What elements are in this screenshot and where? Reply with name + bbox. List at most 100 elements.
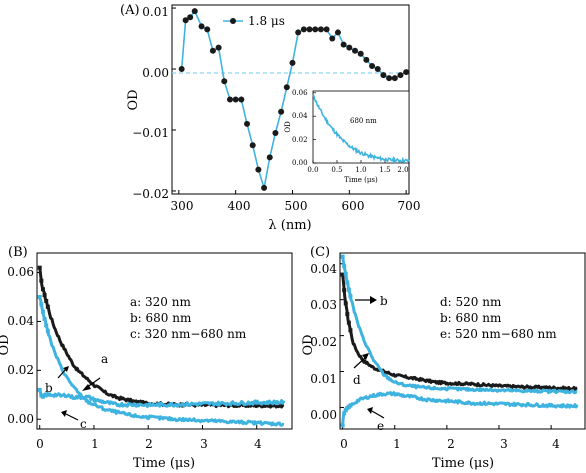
- panel-b-legend-line-b: b: 680 nm: [130, 311, 192, 325]
- panel-a: (A) 0.01 0.00 −0.01 −0.02 300 400 500 60…: [120, 3, 420, 233]
- panel-a-ylabel: OD: [126, 89, 141, 110]
- panel-a-xtick-3: 600: [342, 199, 365, 213]
- panel-c-ylabel: OD: [301, 334, 316, 355]
- panel-a-ytick-1: 0.00: [142, 66, 169, 80]
- series-marker-e: [342, 411, 347, 416]
- panel-b-ylabel: OD: [0, 334, 12, 355]
- panel-a-point: [329, 35, 336, 42]
- panel-b-arrowhead-b: [63, 366, 69, 372]
- panel-a-point: [397, 72, 404, 79]
- panel-b-legend-line-c: c: 320 nm−680 nm: [130, 327, 247, 341]
- series-marker-b: [39, 302, 44, 307]
- panel-a-point: [278, 108, 285, 115]
- series-marker-b: [42, 317, 47, 321]
- inset-xtick-label: 0.0: [307, 166, 318, 174]
- panel-b-label: (B): [8, 245, 28, 260]
- panel-c-arrowhead-e: [367, 407, 373, 414]
- panel-b-arrow-b: [57, 368, 67, 379]
- series-marker-a: [39, 278, 44, 283]
- panel-a-point: [244, 120, 251, 127]
- panel-b-xtick-0: 0: [36, 437, 44, 451]
- panel-b-annotation-a: a: [101, 352, 108, 366]
- series-marker-d: [343, 301, 348, 306]
- panel-a-point: [221, 78, 228, 85]
- panel-c-xtick-0: 0: [340, 437, 348, 451]
- panel-a-point: [198, 23, 205, 30]
- panel-a-point: [215, 44, 222, 51]
- inset-annotation: 680 nm: [350, 117, 377, 125]
- panel-a-point: [346, 44, 353, 51]
- panel-a-point: [272, 130, 279, 137]
- series-marker-a: [40, 287, 45, 292]
- inset-xlabel: Time (μs): [344, 176, 378, 184]
- panel-b: (B) 0.06 0.04 0.02 0.00 0 1 2 3 4 Time (…: [0, 245, 293, 471]
- panel-c-ytick-3: 0.03: [310, 298, 337, 312]
- panel-a-legend: 1.8 μs: [223, 14, 285, 28]
- panel-a-point: [289, 59, 296, 66]
- series-line-b: [341, 256, 578, 395]
- series-marker-a: [45, 304, 50, 309]
- panel-c-legend-line-d: d: 520 nm: [440, 295, 502, 309]
- panel-a-xtick-2: 500: [285, 199, 308, 213]
- panel-b-annotations: a b c: [45, 352, 108, 431]
- panel-a-point: [403, 69, 410, 76]
- panel-c-arrowhead-d: [362, 353, 369, 360]
- panel-b-ticks: [37, 272, 258, 429]
- series-marker-e: [348, 403, 353, 408]
- panel-a-point: [352, 47, 359, 54]
- panel-c-legend-line-e: e: 520 nm−680 nm: [440, 327, 557, 341]
- panel-c-ytick-4: 0.04: [310, 262, 337, 276]
- panel-a-ytick-2: −0.01: [132, 126, 169, 140]
- series-marker-a: [42, 293, 47, 298]
- series-marker-b: [340, 254, 345, 259]
- panel-c-arrow-e: [371, 410, 385, 419]
- series-marker-a: [44, 298, 49, 303]
- inset-frame: [312, 90, 410, 164]
- series-marker-b: [44, 323, 49, 328]
- panel-a-point: [317, 26, 324, 33]
- panel-b-legend-line-a: a: 320 nm: [130, 295, 191, 309]
- series-marker-d: [348, 328, 353, 333]
- panel-b-ytick-1: 0.02: [7, 363, 34, 377]
- panel-a-point: [357, 50, 364, 57]
- panel-c-label: (C): [310, 245, 330, 260]
- panel-a-point: [191, 8, 198, 15]
- panel-b-ytick-0: 0.00: [7, 412, 34, 426]
- panel-a-point: [363, 56, 370, 63]
- panel-b-arrow-c: [65, 413, 79, 421]
- series-marker-d: [340, 272, 345, 277]
- panel-a-point: [232, 96, 239, 103]
- panel-c-frame: [339, 252, 586, 430]
- panel-c-annotation-e: e: [377, 419, 384, 433]
- panel-b-annotation-c: c: [80, 417, 87, 431]
- panel-b-xtick-3: 3: [200, 437, 208, 451]
- inset-xtick-label: 1.0: [355, 166, 366, 174]
- panel-b-annotation-b: b: [45, 381, 53, 395]
- series-line-e: [341, 391, 579, 425]
- panel-a-point: [283, 84, 290, 91]
- panel-a-xtick-0: 300: [171, 199, 194, 213]
- panel-a-point: [255, 166, 262, 173]
- panel-a-point: [238, 96, 245, 103]
- panel-a-point: [306, 26, 313, 33]
- panel-a-xlabel: λ (nm): [268, 218, 311, 233]
- panel-a-xtick-4: 700: [398, 199, 421, 213]
- series-marker-d: [346, 320, 351, 325]
- series-marker-b: [37, 295, 42, 299]
- panel-a-point: [374, 66, 381, 73]
- panel-a-point: [323, 26, 330, 33]
- inset-series: [312, 92, 410, 165]
- panel-b-series: [37, 265, 286, 427]
- panel-a-series: [178, 8, 410, 191]
- series-marker-b: [40, 309, 45, 314]
- inset-ytick-label: 0.00: [292, 159, 308, 167]
- panel-b-xlabel: Time (μs): [133, 456, 195, 471]
- panel-a-point: [386, 75, 393, 82]
- series-marker-c: [37, 387, 42, 392]
- panel-a-point: [334, 29, 341, 36]
- inset-xtick-label: 0.5: [331, 166, 342, 174]
- inset-ytick-label: 0.06: [292, 89, 308, 97]
- panel-b-ytick-2: 0.04: [7, 314, 34, 328]
- panel-a-label: (A): [120, 3, 140, 18]
- panel-a-point: [226, 96, 233, 103]
